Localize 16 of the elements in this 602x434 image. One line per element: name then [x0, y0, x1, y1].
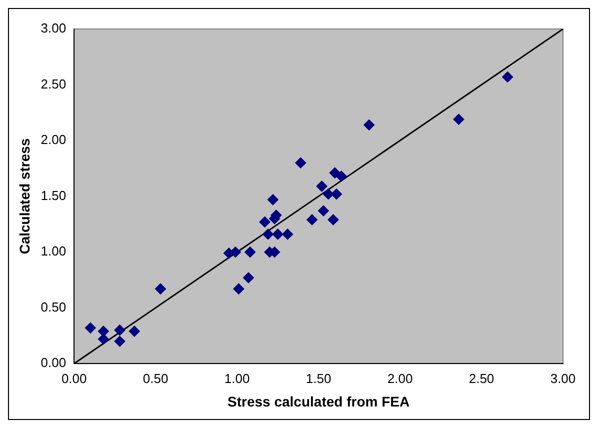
y-tick-label: 1.50: [40, 188, 66, 203]
x-tick-label: 2.00: [387, 370, 413, 386]
y-tick-label: 1.00: [40, 244, 66, 259]
x-tick-label: 1.00: [224, 370, 250, 386]
x-tick-label: 2.50: [468, 370, 494, 386]
y-tick-label: 0.00: [40, 355, 66, 370]
y-tick-label: 2.00: [40, 132, 66, 148]
x-axis-title: Stress calculated from FEA: [228, 393, 410, 410]
y-tick-label: 0.50: [40, 299, 66, 314]
y-axis-title: Calculated stress: [16, 138, 32, 254]
y-tick-label: 3.00: [40, 20, 66, 36]
y-tick-label: 2.50: [40, 76, 66, 92]
x-tick-label: 3.00: [550, 370, 576, 386]
x-tick-label: 0.50: [142, 370, 168, 386]
x-tick-label: 0.00: [61, 370, 87, 386]
x-tick-label: 1.50: [306, 370, 332, 386]
